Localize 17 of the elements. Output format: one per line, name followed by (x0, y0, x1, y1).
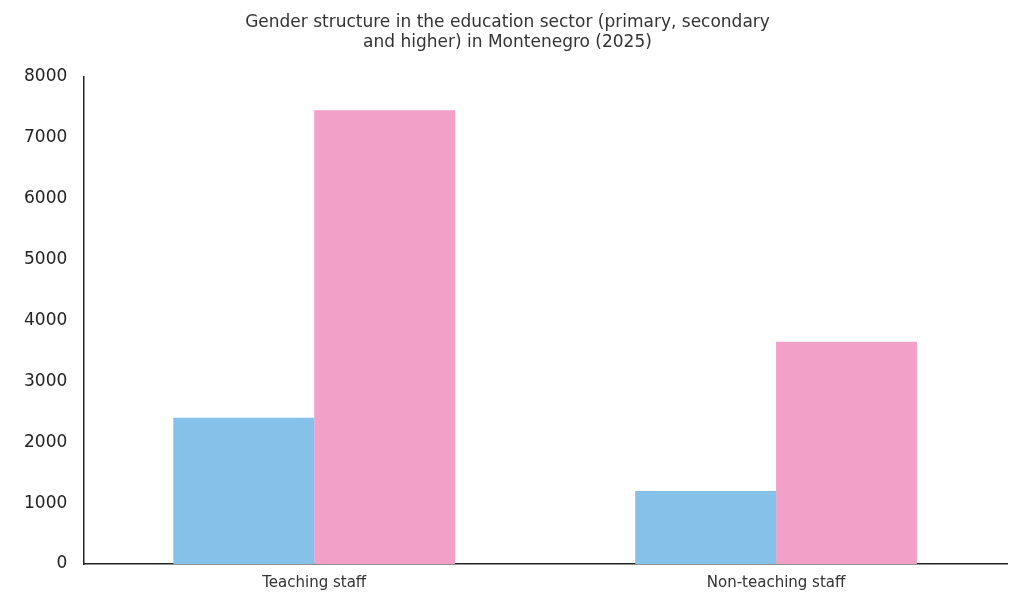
y-tick-label: 6000 (24, 187, 68, 208)
x-tick-label: Teaching staff (261, 572, 367, 591)
bar (635, 490, 777, 564)
bar (173, 417, 315, 564)
text: Gender structure in the education sector (primary, secondary (245, 10, 770, 31)
y-tick-label: 5000 (24, 247, 68, 268)
y-tick-label: 8000 (24, 65, 68, 86)
y-tick-label: 2000 (24, 430, 68, 451)
text: and higher) in Montenegro (2025) (363, 31, 652, 52)
y-tick-label: 1000 (24, 491, 68, 512)
bar (314, 110, 456, 564)
bar (776, 341, 917, 564)
y-tick-label: 4000 (24, 308, 68, 329)
y-tick-label: 0 (56, 552, 68, 573)
y-tick-label: 3000 (24, 369, 68, 390)
y-tick-label: 7000 (24, 126, 68, 147)
x-tick-label: Non-teaching staff (706, 572, 847, 591)
